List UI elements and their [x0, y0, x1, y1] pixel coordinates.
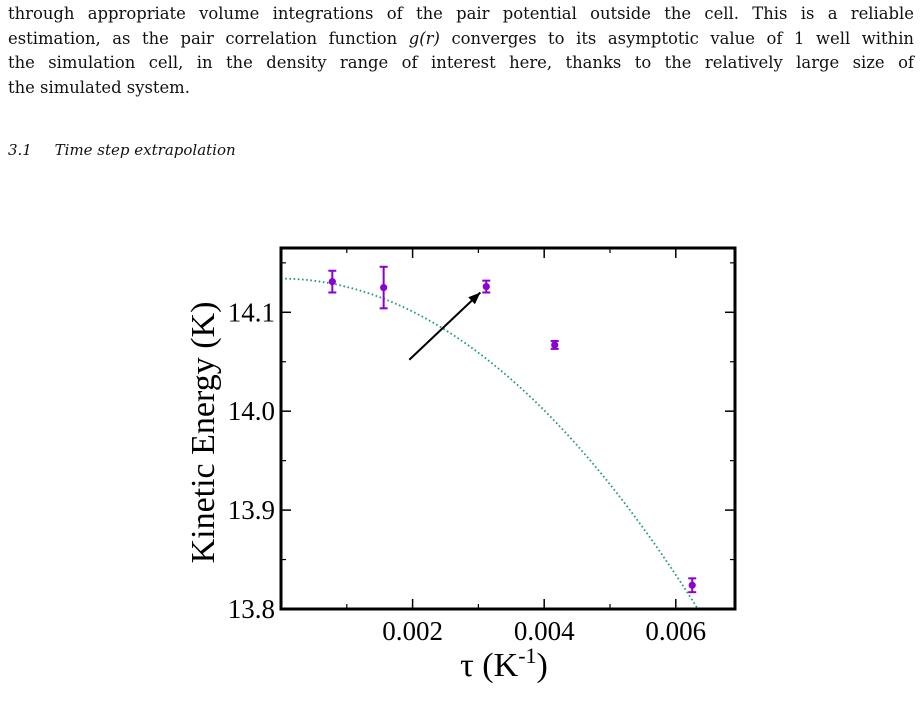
fit-curve-layer	[280, 277, 699, 610]
arrow-shaft	[408, 291, 482, 361]
fit-curve	[280, 277, 699, 610]
y-tick-label: 13.9	[228, 495, 275, 525]
x-axis-label: τ (K-1)	[460, 643, 548, 684]
ticks-layer: 0.002 0.004 0.006 13.8 13.9 14.0 14.1	[228, 248, 735, 646]
x-tick-label: 0.002	[382, 616, 443, 646]
arrow-head	[468, 292, 481, 305]
point-marker	[482, 282, 490, 291]
section-number: 3.1	[8, 141, 32, 159]
section-heading: 3.1 Time step extrapolation	[8, 141, 236, 159]
plot-frame	[279, 246, 737, 611]
data-point-4	[550, 339, 559, 350]
point-marker	[688, 581, 696, 589]
point-marker	[551, 341, 559, 349]
section-title: Time step extrapolation	[54, 141, 236, 159]
arrow-annotation-layer	[408, 291, 482, 361]
y-tick-label: 13.8	[228, 594, 275, 624]
y-axis-label: Kinetic Energy (K)	[185, 302, 222, 564]
data-point-2	[379, 265, 388, 310]
body-paragraph: through appropriate volume integrations …	[8, 2, 914, 100]
paragraph-line-3: the simulation cell, in the density rang…	[8, 53, 914, 72]
paragraph-line-1: through appropriate volume integrations …	[8, 4, 914, 23]
data-point-3	[482, 279, 491, 294]
point-marker	[328, 278, 336, 286]
y-tick-label: 14.1	[228, 297, 275, 327]
data-points-layer	[328, 265, 697, 594]
x-tick-label: 0.006	[645, 616, 706, 646]
x-tick-label: 0.004	[514, 616, 575, 646]
y-tick-label: 14.0	[228, 396, 275, 426]
point-marker	[380, 283, 388, 292]
paragraph-line-4: the simulated system.	[8, 77, 190, 97]
math-g-of-r: g(r)	[408, 28, 440, 48]
data-point-5	[688, 577, 697, 594]
paragraph-line-2: estimation, as the pair correlation func…	[8, 28, 914, 48]
data-point-1	[328, 269, 337, 294]
